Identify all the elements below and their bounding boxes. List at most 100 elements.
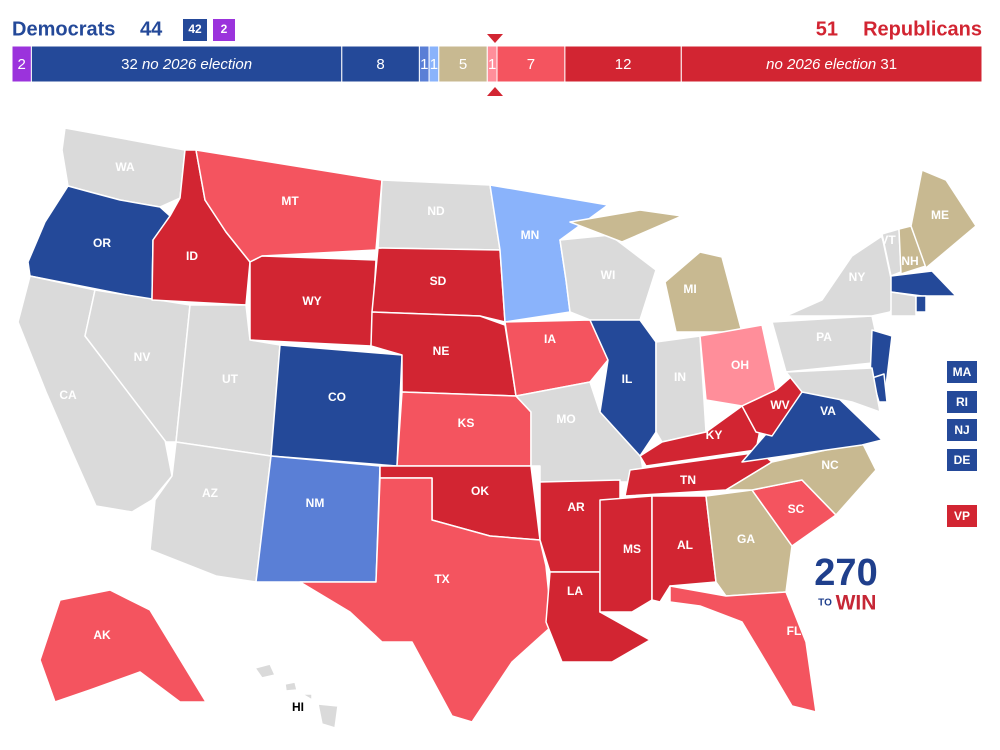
state-label: KY [706,428,723,442]
state-label: UT [222,372,239,386]
state-label: FL [787,624,802,638]
segment-seats: 1 [420,56,428,73]
state-shape[interactable] [890,270,957,297]
small-state-label: RI [956,395,968,409]
state-label: CA [59,388,77,402]
state-label: LA [567,584,583,598]
small-state-box[interactable] [947,391,977,413]
state-label: TN [680,473,696,487]
state-label: AR [567,500,585,514]
state-label: NY [849,270,866,284]
state-shape[interactable] [301,693,313,701]
state-label: PA [816,330,832,344]
state-shape[interactable] [890,291,917,317]
seat-segment-label: 8 [376,56,384,73]
state-shape[interactable] [371,247,506,323]
segment-seats: 12 [615,56,632,73]
state-shape[interactable] [725,441,877,516]
state-label: NM [306,496,325,510]
segment-seats: 7 [527,56,535,73]
state-label: NV [134,350,151,364]
majority-marker-top [487,34,503,43]
state-label: IN [674,370,686,384]
segment-seats: 32 [121,56,138,73]
seat-segment-label: 2 [18,56,26,73]
state-label: VT [880,233,896,247]
seat-segment[interactable] [30,45,343,83]
seat-segment-label: 1 [430,56,438,73]
state-label: OR [93,236,111,250]
state-shape[interactable] [254,663,276,679]
state-label: NE [433,344,450,358]
state-label: ME [931,208,949,222]
segment-note: no 2026 election [766,56,876,73]
segment-seats: 8 [376,56,384,73]
state-label: KS [458,416,475,430]
state-label: CO [328,390,346,404]
state-shape[interactable] [785,367,881,413]
segment-seats: 1 [488,56,496,73]
state-label: TX [434,572,449,586]
state-label: OK [471,484,489,498]
state-label: WV [770,398,789,412]
state-shape[interactable] [284,681,298,692]
state-shape[interactable] [910,169,977,269]
dem-independent: 2 [221,22,228,36]
state-shape[interactable] [664,251,743,333]
seat-segment[interactable] [564,45,682,83]
state-label: MN [521,228,540,242]
logo-win: WIN [836,592,877,615]
state-label: AZ [202,486,218,500]
dem-total: 44 [140,18,163,40]
seat-segment-label: 1 [420,56,428,73]
state-label: IL [622,372,633,386]
state-shape[interactable] [785,235,897,317]
dem-label: Democrats [12,18,115,40]
state-shape[interactable] [504,319,609,397]
state-shape[interactable] [317,703,339,729]
seat-segment[interactable] [341,45,420,83]
rep-label: Republicans [863,18,982,40]
state-shape[interactable] [299,477,553,723]
segment-seats: 5 [459,56,467,73]
state-shape[interactable] [255,455,381,583]
dem-independent-box [213,19,235,41]
us-map: WA OR CA NV ID MT WY UT AZ CO NM ND SD NE KS OK TX MN IA MO… [17,127,977,729]
state-shape[interactable] [270,344,403,467]
segment-seats: 31 [876,56,897,73]
segment-seats: 1 [430,56,438,73]
small-state-label: NJ [954,423,969,437]
state-shape[interactable] [655,335,707,443]
rep-total: 51 [816,18,838,40]
state-shape[interactable] [915,295,927,313]
state-shape[interactable] [669,585,817,713]
state-label: WA [115,160,135,174]
seat-segment[interactable] [680,45,983,83]
state-label: ID [186,249,198,263]
state-shape[interactable] [569,209,683,243]
state-label: AL [677,538,693,552]
state-label: MS [623,542,641,556]
segment-seats: 2 [18,56,26,73]
small-state-box[interactable] [947,361,977,383]
logo-number: 270 [814,552,877,594]
state-label: GA [737,532,755,546]
state-shape[interactable] [249,255,377,347]
vp-box[interactable] [947,505,977,527]
dem-holdover: 42 [188,22,202,36]
state-label: AK [93,628,111,642]
state-shape[interactable] [39,589,207,703]
small-state-box[interactable] [947,419,977,441]
state-shape[interactable] [84,289,191,443]
seat-bar: 2 32 no 2026 election 8 1 1 5 1 7 12 no 2026 elec… [11,45,983,83]
state-shape[interactable] [589,319,657,457]
state-label: WY [302,294,321,308]
seat-segment-label: 7 [527,56,535,73]
small-state-label: DE [954,453,971,467]
small-state-box[interactable] [947,449,977,471]
state-label: HI [292,700,304,714]
state-label: SC [788,502,805,516]
seat-segment[interactable] [496,45,566,83]
vp-label: VP [954,509,970,523]
